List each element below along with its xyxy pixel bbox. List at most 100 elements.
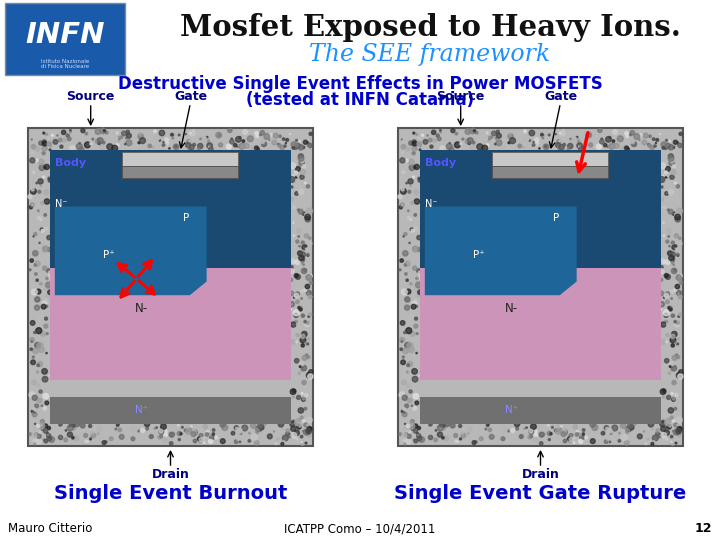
Circle shape xyxy=(625,132,629,135)
Circle shape xyxy=(89,438,91,440)
Circle shape xyxy=(488,428,492,431)
Circle shape xyxy=(45,277,48,280)
Circle shape xyxy=(298,420,300,421)
Circle shape xyxy=(489,136,491,139)
Circle shape xyxy=(427,135,428,136)
Circle shape xyxy=(30,269,31,271)
Circle shape xyxy=(180,433,182,435)
Circle shape xyxy=(280,146,284,150)
Circle shape xyxy=(260,131,264,135)
Circle shape xyxy=(407,342,413,348)
Circle shape xyxy=(413,407,416,410)
Circle shape xyxy=(399,269,401,271)
Circle shape xyxy=(150,435,153,438)
Circle shape xyxy=(675,147,678,149)
Circle shape xyxy=(258,422,263,427)
Circle shape xyxy=(48,290,53,294)
Circle shape xyxy=(668,190,673,194)
Circle shape xyxy=(417,235,421,240)
Circle shape xyxy=(301,259,304,262)
Circle shape xyxy=(435,140,436,141)
Text: INFN: INFN xyxy=(25,21,104,49)
Circle shape xyxy=(70,146,75,151)
Circle shape xyxy=(104,441,107,443)
Circle shape xyxy=(275,443,277,444)
Circle shape xyxy=(656,429,660,432)
Circle shape xyxy=(125,137,127,139)
Circle shape xyxy=(408,210,409,212)
Circle shape xyxy=(486,132,488,134)
Circle shape xyxy=(669,140,670,142)
Circle shape xyxy=(617,136,624,142)
Circle shape xyxy=(668,236,670,237)
Circle shape xyxy=(281,442,284,446)
Circle shape xyxy=(408,159,414,165)
Circle shape xyxy=(234,440,238,443)
Circle shape xyxy=(556,429,561,434)
Circle shape xyxy=(300,175,304,179)
Circle shape xyxy=(140,138,145,144)
Circle shape xyxy=(669,433,670,434)
Circle shape xyxy=(59,423,62,426)
Circle shape xyxy=(304,288,307,292)
Circle shape xyxy=(70,428,72,430)
Circle shape xyxy=(300,290,303,293)
Circle shape xyxy=(677,173,678,174)
Circle shape xyxy=(569,434,573,437)
Circle shape xyxy=(37,342,43,348)
Circle shape xyxy=(61,130,66,134)
Circle shape xyxy=(59,424,60,426)
Circle shape xyxy=(91,433,96,438)
Circle shape xyxy=(440,146,445,151)
Circle shape xyxy=(138,134,143,139)
Circle shape xyxy=(256,136,257,137)
Circle shape xyxy=(29,392,35,398)
Circle shape xyxy=(179,438,181,441)
Circle shape xyxy=(579,440,582,443)
Circle shape xyxy=(36,279,38,281)
Circle shape xyxy=(193,429,195,431)
Circle shape xyxy=(413,429,418,433)
Circle shape xyxy=(563,143,566,146)
Circle shape xyxy=(608,144,611,147)
Circle shape xyxy=(680,281,683,284)
Circle shape xyxy=(239,137,241,138)
Circle shape xyxy=(582,433,585,435)
Bar xyxy=(420,396,661,424)
Circle shape xyxy=(501,437,505,441)
Circle shape xyxy=(548,134,550,136)
Circle shape xyxy=(304,423,307,427)
Circle shape xyxy=(669,308,672,311)
Circle shape xyxy=(402,380,406,385)
Circle shape xyxy=(413,376,418,382)
Circle shape xyxy=(667,293,670,295)
Circle shape xyxy=(109,437,113,441)
Circle shape xyxy=(660,266,663,269)
Circle shape xyxy=(295,143,300,148)
Circle shape xyxy=(400,188,406,194)
Circle shape xyxy=(401,341,402,342)
Circle shape xyxy=(296,240,299,243)
Circle shape xyxy=(298,210,303,214)
Circle shape xyxy=(247,136,253,142)
Circle shape xyxy=(243,133,247,138)
Circle shape xyxy=(305,214,310,220)
Circle shape xyxy=(63,138,66,142)
Circle shape xyxy=(258,424,264,430)
Circle shape xyxy=(598,146,601,148)
Circle shape xyxy=(228,146,231,148)
Circle shape xyxy=(237,428,242,434)
Circle shape xyxy=(661,186,663,188)
Circle shape xyxy=(559,426,562,428)
Circle shape xyxy=(28,194,32,199)
Circle shape xyxy=(526,427,527,428)
Circle shape xyxy=(181,427,184,428)
Circle shape xyxy=(663,130,667,134)
Circle shape xyxy=(102,441,106,444)
Circle shape xyxy=(573,424,577,429)
Circle shape xyxy=(292,389,294,392)
Circle shape xyxy=(624,441,629,445)
Circle shape xyxy=(40,420,44,423)
Circle shape xyxy=(519,434,523,438)
Circle shape xyxy=(417,141,422,146)
